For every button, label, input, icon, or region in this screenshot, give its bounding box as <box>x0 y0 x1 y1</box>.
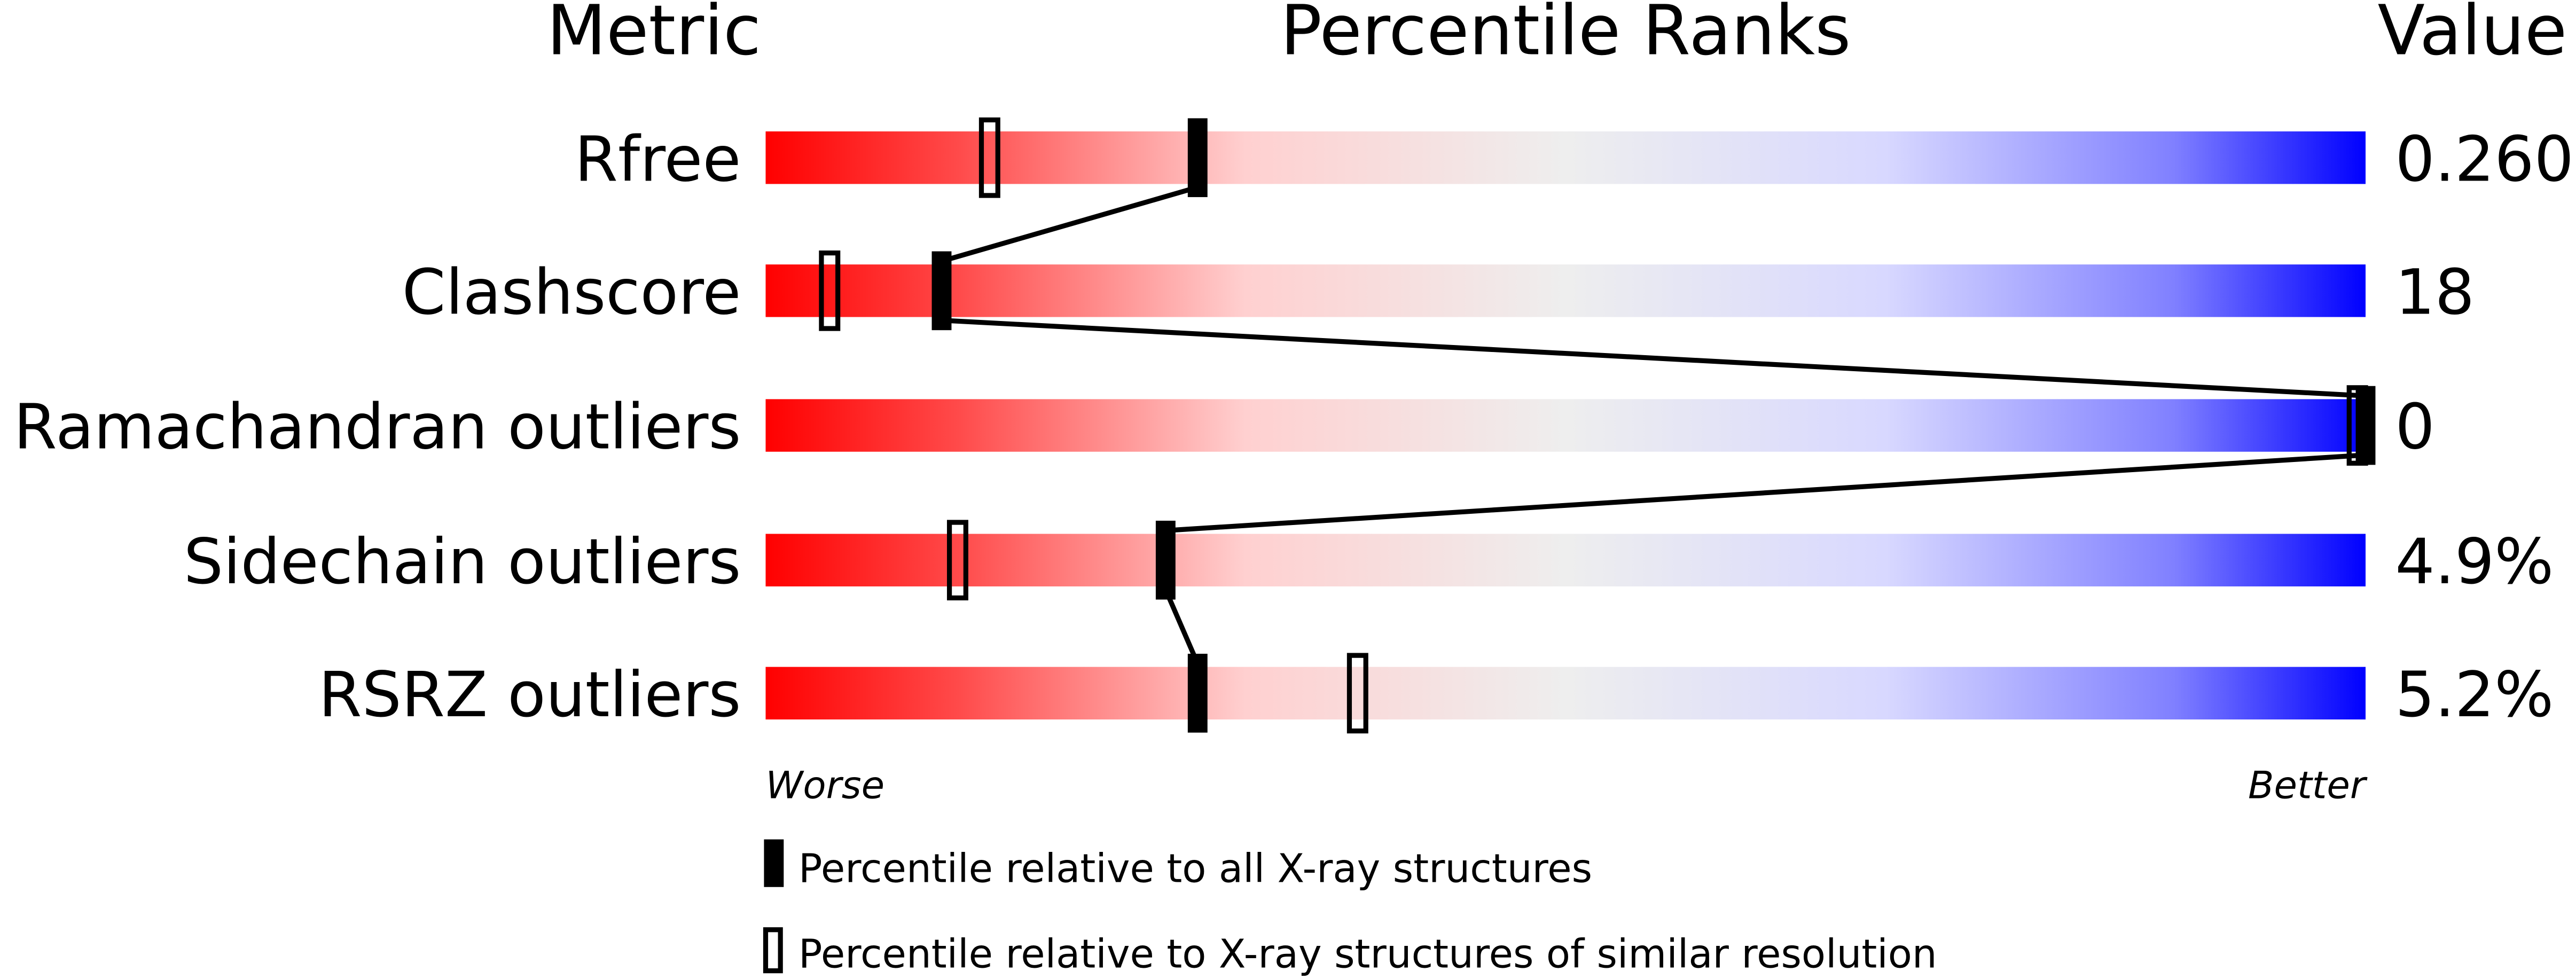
marker-similar-resolution <box>819 250 841 331</box>
metric-row: Rfree 0.260 <box>575 117 2574 198</box>
legend-open-marker <box>763 927 783 974</box>
percentile-link-line <box>941 185 1199 264</box>
marker-similar-resolution <box>1346 653 1368 734</box>
marker-all-structures <box>2355 386 2376 465</box>
percentile-bar <box>765 667 2366 720</box>
metric-label: RSRZ outliers <box>318 659 741 731</box>
percentile-link-line <box>1165 452 2366 533</box>
percentile-link-line <box>941 318 2366 398</box>
metric-row: Sidechain outliers 4.9% <box>184 520 2554 601</box>
percentile-link-line <box>1163 589 1200 665</box>
metric-label: Clashscore <box>402 256 741 328</box>
percentile-bar <box>765 131 2366 184</box>
marker-all-structures <box>931 251 952 331</box>
legend-open-label: Percentile relative to X-ray structures … <box>798 931 1937 977</box>
header-percentile-ranks: Percentile Ranks <box>1280 0 1851 71</box>
axis-better-label: Better <box>2248 763 2368 808</box>
header-value: Value <box>2378 0 2567 71</box>
marker-similar-resolution <box>946 520 968 601</box>
metric-value: 0.260 <box>2395 123 2574 195</box>
metric-value: 5.2% <box>2395 659 2554 731</box>
legend-filled-label: Percentile relative to all X-ray structu… <box>798 846 1592 892</box>
marker-similar-resolution <box>978 117 1000 198</box>
metric-value: 0 <box>2395 391 2434 464</box>
axis-worse-label: Worse <box>765 763 884 808</box>
marker-all-structures <box>1187 654 1208 733</box>
metric-row: Clashscore 18 <box>402 250 2475 331</box>
percentile-bar <box>765 534 2366 586</box>
metric-label: Rfree <box>575 123 741 195</box>
metric-row: Ramachandran outliers 0 <box>13 385 2435 466</box>
metric-label: Ramachandran outliers <box>13 391 741 464</box>
metric-value: 18 <box>2395 256 2475 328</box>
metric-row: RSRZ outliers 5.2% <box>318 653 2554 734</box>
marker-all-structures <box>1187 118 1208 198</box>
header-metric: Metric <box>547 0 762 71</box>
legend-filled-marker <box>764 839 784 887</box>
metric-value: 4.9% <box>2395 526 2554 598</box>
metric-label: Sidechain outliers <box>184 526 741 598</box>
percentile-bar <box>765 399 2366 452</box>
percentile-bar <box>765 264 2366 317</box>
marker-all-structures <box>1155 520 1176 600</box>
